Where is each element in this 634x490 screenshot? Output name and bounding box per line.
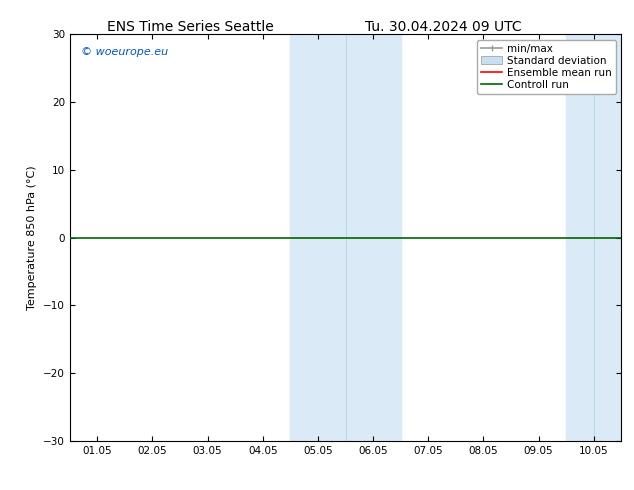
Text: ENS Time Series Seattle: ENS Time Series Seattle	[107, 20, 274, 34]
Text: © woeurope.eu: © woeurope.eu	[81, 47, 168, 56]
Legend: min/max, Standard deviation, Ensemble mean run, Controll run: min/max, Standard deviation, Ensemble me…	[477, 40, 616, 94]
Text: Tu. 30.04.2024 09 UTC: Tu. 30.04.2024 09 UTC	[365, 20, 522, 34]
Y-axis label: Temperature 850 hPa (°C): Temperature 850 hPa (°C)	[27, 165, 37, 310]
Bar	[290, 34, 401, 441]
Bar	[566, 34, 621, 441]
